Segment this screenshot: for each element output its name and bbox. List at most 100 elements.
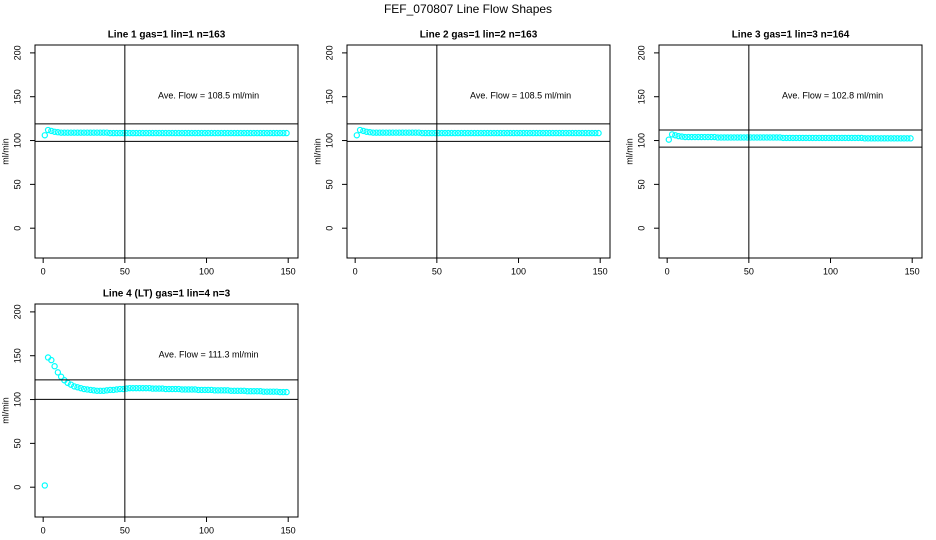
data-point <box>750 134 757 141</box>
x-tick-label: 0 <box>41 266 46 276</box>
panel-title: Line 2 gas=1 lin=2 n=163 <box>420 30 538 41</box>
y-tick-label: 200 <box>324 45 334 60</box>
panel: Line 4 (LT) gas=1 lin=4 n=3 ml/min 0 50 100 1… <box>0 289 299 535</box>
panel-title: Line 1 gas=1 lin=1 n=163 <box>108 30 226 41</box>
x-tick-label: 50 <box>120 525 130 535</box>
data-point <box>851 134 859 142</box>
data-point <box>253 129 261 137</box>
data-point <box>110 386 117 394</box>
data-point <box>198 129 205 137</box>
data-point <box>77 129 84 136</box>
data-point <box>283 388 290 396</box>
data-point <box>100 129 107 136</box>
x-tick-label: 50 <box>432 266 442 276</box>
data-point <box>874 135 882 142</box>
data-point <box>688 133 695 141</box>
y-tick-label: 0 <box>12 226 22 231</box>
data-point <box>376 129 383 136</box>
data-point <box>77 384 84 392</box>
y-axis-label: ml/min <box>312 138 322 165</box>
data-point <box>753 134 761 141</box>
data-point <box>64 129 71 136</box>
data-point <box>592 129 599 137</box>
data-point <box>155 129 163 137</box>
data-point <box>809 134 816 142</box>
data-point <box>435 129 442 137</box>
data-point <box>432 129 439 137</box>
data-point <box>513 129 521 137</box>
data-point <box>907 135 914 142</box>
panel-title: Line 3 gas=1 lin=3 n=164 <box>732 30 850 41</box>
data-point <box>175 129 182 137</box>
data-point <box>97 129 104 136</box>
data-point <box>234 129 241 137</box>
data-point <box>819 134 826 142</box>
data-point <box>182 129 189 137</box>
data-point <box>744 134 751 141</box>
data-point <box>257 129 264 137</box>
data-point <box>244 388 251 395</box>
data-point <box>366 129 374 136</box>
data-point <box>526 129 534 137</box>
data-point <box>812 134 820 142</box>
data-point <box>169 129 176 137</box>
data-point <box>373 129 380 136</box>
y-tick-label: 200 <box>636 45 646 60</box>
data-point <box>845 134 852 142</box>
data-point <box>276 388 284 396</box>
data-point <box>231 387 238 394</box>
data-point <box>490 129 498 137</box>
data-point <box>126 384 133 392</box>
data-point <box>691 133 699 141</box>
data-point <box>520 129 527 137</box>
x-tick-label: 0 <box>665 266 670 276</box>
data-point <box>711 133 718 141</box>
data-point <box>379 129 387 136</box>
data-point <box>129 129 137 137</box>
annotation: Ave. Flow = 108.5 ml/min <box>158 90 259 100</box>
data-point <box>204 386 212 394</box>
data-point <box>280 129 287 137</box>
data-point <box>770 134 777 141</box>
y-tick-label: 0 <box>636 226 646 231</box>
data-point <box>146 384 153 392</box>
data-point <box>191 129 199 137</box>
data-point <box>61 129 68 136</box>
data-point <box>533 129 540 137</box>
data-point <box>188 386 196 393</box>
data-point <box>773 134 780 141</box>
data-point <box>779 134 787 142</box>
data-point <box>503 129 511 137</box>
data-point <box>546 129 553 137</box>
data-point <box>208 129 215 137</box>
data-point <box>221 129 228 137</box>
data-point <box>539 129 547 137</box>
data-point <box>178 129 186 137</box>
data-point <box>237 129 245 137</box>
annotation: Ave. Flow = 111.3 ml/min <box>159 349 259 359</box>
annotation: Ave. Flow = 108.5 ml/min <box>470 90 571 100</box>
y-tick-label: 50 <box>324 179 334 189</box>
x-tick-label: 50 <box>120 266 130 276</box>
data-point <box>87 129 94 136</box>
data-point <box>418 129 426 137</box>
data-point <box>247 129 254 137</box>
y-tick-label: 150 <box>324 89 334 104</box>
x-tick-label: 150 <box>593 266 608 276</box>
data-point <box>136 129 143 137</box>
data-point <box>796 134 803 142</box>
data-point <box>263 388 271 395</box>
data-point <box>848 134 855 142</box>
data-point <box>214 129 222 137</box>
data-point <box>93 387 101 394</box>
data-point <box>708 133 715 141</box>
data-point <box>451 129 459 137</box>
data-point <box>93 129 101 136</box>
y-tick-label: 150 <box>636 89 646 104</box>
data-point <box>139 384 147 392</box>
data-point <box>211 129 218 137</box>
data-point <box>681 133 689 141</box>
y-axis-label: ml/min <box>0 397 10 424</box>
plot-frame <box>658 44 923 259</box>
